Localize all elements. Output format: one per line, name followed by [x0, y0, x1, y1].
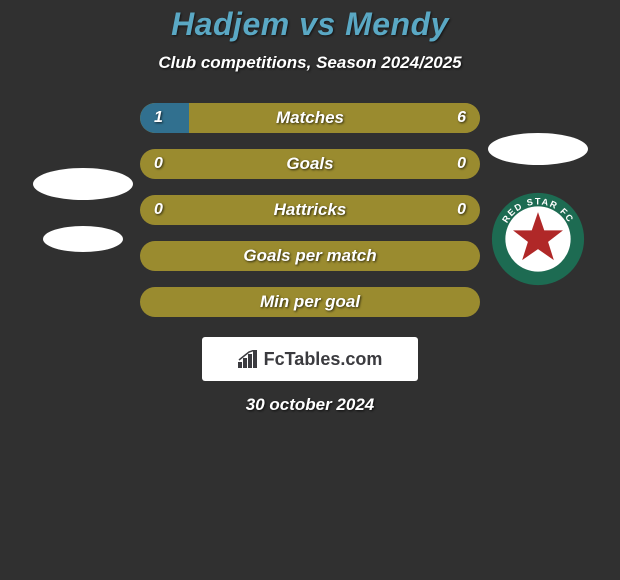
left-team-icons: [25, 168, 140, 252]
bar-label: Hattricks: [274, 200, 347, 220]
stat-bar: 1 6 Matches: [140, 103, 480, 133]
team-placeholder-icon: [33, 168, 133, 200]
bar-value-left: 0: [154, 155, 163, 173]
right-team-icons: RED STAR FC 1897: [480, 133, 595, 287]
bar-label: Goals: [286, 154, 333, 174]
stat-bar: 0 0 Goals: [140, 149, 480, 179]
team-placeholder-icon: [488, 133, 588, 165]
date-label: 30 october 2024: [0, 395, 620, 415]
brand-box: FcTables.com: [202, 337, 418, 381]
stats-area: 1 6 Matches 0 0 Goals 0 0 Hattricks Goals per mat…: [0, 103, 620, 317]
brand-label: FcTables.com: [238, 349, 383, 370]
bar-value-left: 0: [154, 201, 163, 219]
bar-label: Goals per match: [243, 246, 376, 266]
bar-fill-left: [140, 103, 189, 133]
stat-bars: 1 6 Matches 0 0 Goals 0 0 Hattricks Goals per mat…: [140, 103, 480, 317]
bar-label: Min per goal: [260, 292, 360, 312]
bar-value-left: 1: [154, 109, 163, 127]
chart-icon: [238, 350, 260, 368]
stat-bar: Min per goal: [140, 287, 480, 317]
stat-bar: Goals per match: [140, 241, 480, 271]
subtitle: Club competitions, Season 2024/2025: [0, 53, 620, 73]
bar-value-right: 0: [457, 201, 466, 219]
bar-value-right: 6: [457, 109, 466, 127]
team-placeholder-icon: [43, 226, 123, 252]
bar-value-right: 0: [457, 155, 466, 173]
bar-label: Matches: [276, 108, 344, 128]
red-star-badge-icon: RED STAR FC 1897: [490, 191, 586, 287]
page-title: Hadjem vs Mendy: [0, 6, 620, 43]
brand-text: FcTables.com: [264, 349, 383, 370]
comparison-card: Hadjem vs Mendy Club competitions, Seaso…: [0, 0, 620, 415]
stat-bar: 0 0 Hattricks: [140, 195, 480, 225]
